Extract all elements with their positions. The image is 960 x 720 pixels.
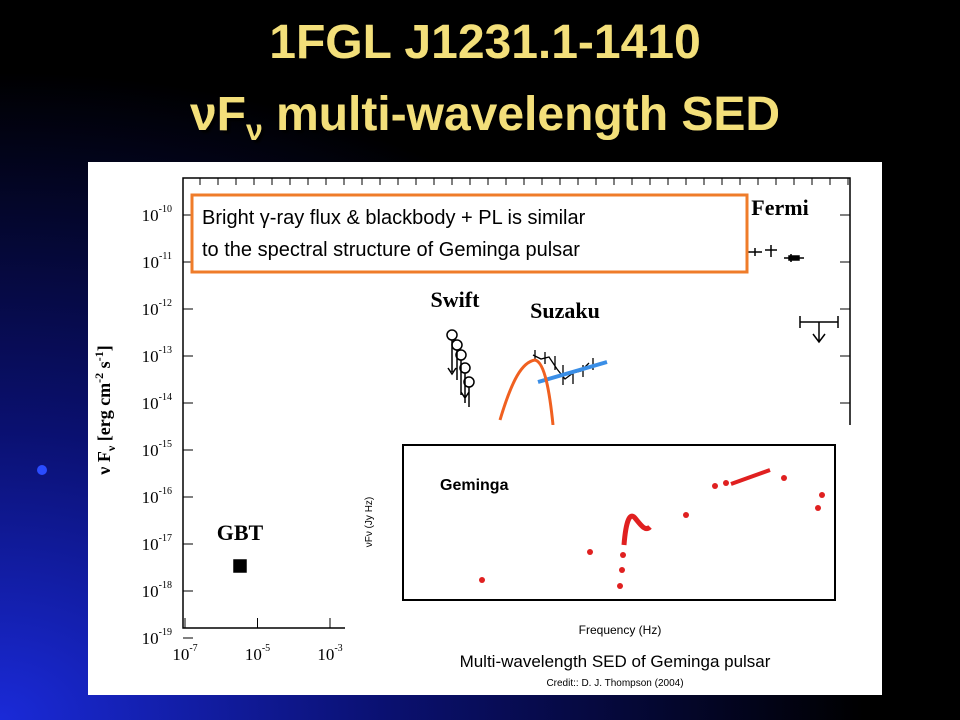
label-part: s <box>94 361 114 373</box>
inset-title: Geminga <box>440 477 509 494</box>
label-part: [erg cm <box>94 383 114 446</box>
tick-label: 10-19 <box>142 627 172 648</box>
tick-label: 10-18 <box>142 580 172 601</box>
annotation-text: to the spectral structure of Geminga pul… <box>202 239 580 261</box>
tick-base: 10 <box>142 582 159 601</box>
tick-base: 10 <box>142 253 159 272</box>
tick-base: 10 <box>142 206 159 225</box>
title-part: multi-wavelength SED <box>263 88 780 141</box>
y-axis-label: ν Fν [erg cm-2 s-1] <box>92 345 118 475</box>
tick-label: 10-12 <box>142 298 172 319</box>
tick-label: 10-11 <box>142 251 172 272</box>
label-part: ν F <box>94 451 114 476</box>
tick-exponent: -10 <box>159 204 172 215</box>
title-line-2: νFν multi-wavelength SED <box>190 88 780 147</box>
tick-base: 10 <box>172 645 189 664</box>
instrument-label: Swift <box>431 287 481 312</box>
inset-frame <box>402 444 836 601</box>
tick-base: 10 <box>142 300 159 319</box>
tick-label: 10-16 <box>142 486 172 507</box>
tick-exponent: -13 <box>159 345 172 356</box>
tick-base: 10 <box>142 535 159 554</box>
label-part: ] <box>94 345 114 351</box>
tick-exponent: -14 <box>159 392 172 403</box>
tick-exponent: -17 <box>159 533 172 544</box>
inset-x-label: Frequency (Hz) <box>579 623 662 637</box>
tick-base: 10 <box>245 645 262 664</box>
tick-label: 10-7 <box>172 643 197 664</box>
tick-base: 10 <box>142 629 159 648</box>
tick-base: 10 <box>142 488 159 507</box>
tick-base: 10 <box>142 441 159 460</box>
decoration <box>37 465 47 475</box>
tick-label: 10-3 <box>317 643 342 664</box>
tick-exponent: -3 <box>334 643 342 654</box>
instrument-label: Fermi <box>751 195 808 220</box>
tick-label: 10-13 <box>142 345 172 366</box>
tick-exponent: -15 <box>159 439 172 450</box>
label-sup: -2 <box>92 373 106 383</box>
label-sub: ν <box>104 445 118 452</box>
instrument-label: Suzaku <box>530 298 600 323</box>
tick-exponent: -19 <box>159 627 172 638</box>
tick-exponent: -5 <box>262 643 270 654</box>
annotation-text: Bright γ-ray flux & blackbody + PL is si… <box>202 207 586 229</box>
tick-label: 10-5 <box>245 643 270 664</box>
label-sup: -1 <box>92 351 106 361</box>
tick-exponent: -16 <box>159 486 172 497</box>
tick-label: 10-17 <box>142 533 172 554</box>
tick-exponent: -12 <box>159 298 172 309</box>
inset-panel <box>345 425 875 645</box>
tick-exponent: -7 <box>189 643 197 654</box>
tick-label: 10-14 <box>142 392 172 413</box>
tick-exponent: -18 <box>159 580 172 591</box>
tick-base: 10 <box>142 394 159 413</box>
instrument-label: GBT <box>217 520 264 545</box>
tick-base: 10 <box>317 645 334 664</box>
inset-y-label: νFν (Jy Hz) <box>364 497 375 548</box>
tick-exponent: -11 <box>159 251 172 262</box>
tick-label: 10-15 <box>142 439 172 460</box>
tick-base: 10 <box>142 347 159 366</box>
annotation-box <box>190 193 749 274</box>
title-subscript: ν <box>246 114 263 147</box>
title-part: νF <box>190 88 246 141</box>
credit: Credit:: D. J. Thompson (2004) <box>546 678 683 689</box>
inset-points <box>479 468 825 589</box>
caption: Multi-wavelength SED of Geminga pulsar <box>460 652 771 671</box>
tick-label: 10-10 <box>142 204 172 225</box>
title-line-1: 1FGL J1231.1-1410 <box>269 16 700 69</box>
